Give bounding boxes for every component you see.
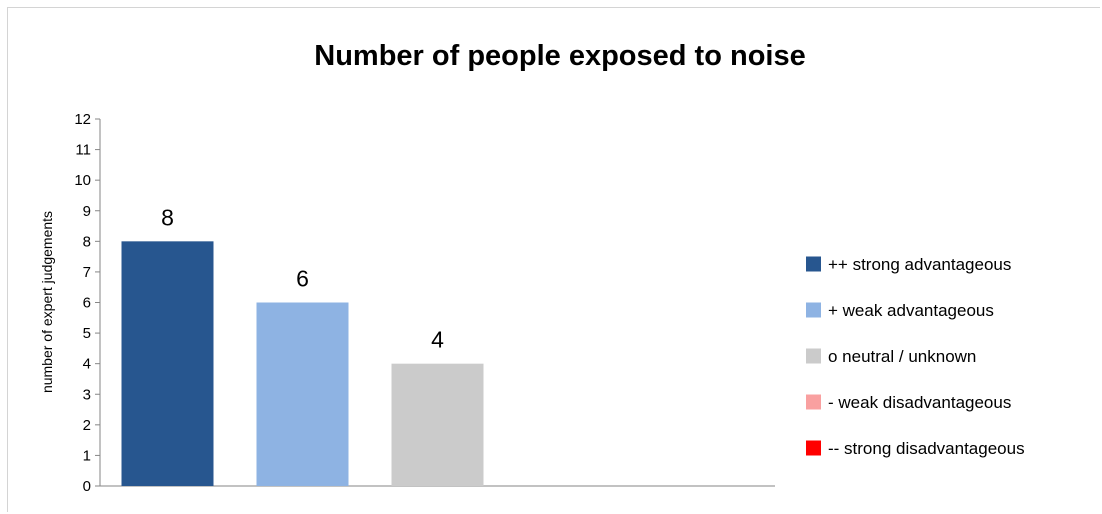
y-tick-label: 8 [83,233,91,250]
y-tick-label: 4 [83,356,91,373]
bar-1 [121,241,214,486]
y-tick-label: 1 [83,447,91,464]
legend-swatch [806,440,821,456]
bar-2 [256,302,349,486]
y-tick-label: 7 [83,264,91,281]
legend-swatch [806,394,821,410]
legend-swatch [806,302,821,318]
legend-label: - weak disadvantageous [828,393,1011,412]
bar-value-label: 6 [296,266,309,292]
chart-title: Number of people exposed to noise [314,40,805,72]
y-tick-label: 3 [83,386,91,403]
legend-label: ++ strong advantageous [828,255,1011,274]
y-tick-label: 0 [83,478,91,495]
y-tick-label: 11 [75,142,91,159]
legend-swatch [806,256,821,272]
legend-swatch [806,348,821,364]
bar-3 [391,363,484,486]
y-tick-label: 2 [83,417,91,434]
bar-value-label: 8 [161,204,174,230]
legend-label: -- strong disadvantageous [828,439,1025,458]
bar-value-label: 4 [431,327,444,353]
y-tick-label: 6 [83,295,91,312]
y-tick-label: 10 [74,172,91,189]
y-tick-label: 9 [83,203,91,220]
y-axis-label: number of expert judgements [39,211,55,393]
chart-frame [7,7,1100,512]
legend-label: + weak advantageous [828,301,994,320]
y-tick-label: 12 [74,111,91,128]
y-tick-label: 5 [83,325,91,342]
legend-label: o neutral / unknown [828,347,976,366]
